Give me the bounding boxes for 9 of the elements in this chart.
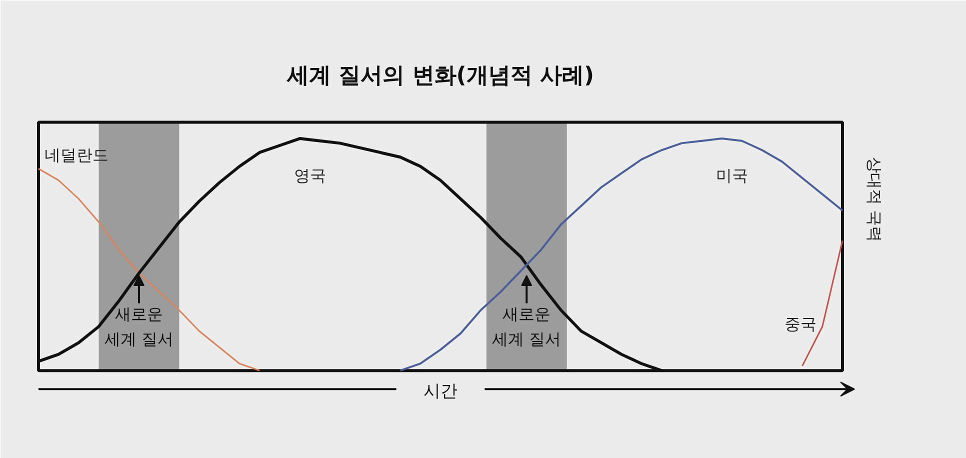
chart-title: 세계 질서의 변화(개념적 사례) (286, 63, 594, 88)
series-label: 중국 (784, 314, 816, 334)
annotation: 새로운 세계 질서 (104, 304, 174, 348)
series-label: 미국 (716, 166, 748, 186)
series-label: 네덜란드 (44, 145, 109, 164)
series-label: 영국 (294, 166, 326, 186)
y-axis-title: 상대적 국력 (865, 157, 884, 242)
annotation: 새로운 세계 질서 (492, 304, 562, 348)
x-axis-title: 시간 (423, 381, 458, 402)
